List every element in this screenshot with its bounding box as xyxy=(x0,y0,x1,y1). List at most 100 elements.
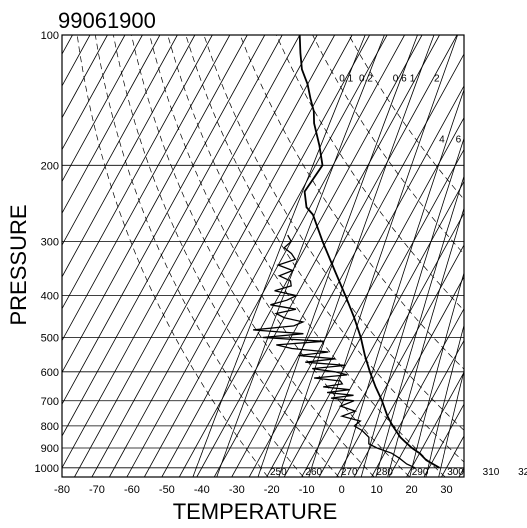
temperature-tick-label: -80 xyxy=(54,484,70,496)
isotherm-line xyxy=(301,180,464,477)
grid-layer xyxy=(62,35,527,477)
dry-adiabat-line xyxy=(113,35,340,477)
x-axis-title: TEMPERATURE xyxy=(173,499,338,524)
isotherm-line xyxy=(196,35,440,477)
isotherm-line xyxy=(74,35,318,477)
pressure-tick-label: 1000 xyxy=(35,463,59,475)
mixing-ratio-line xyxy=(360,137,464,477)
mixing-ratio-line xyxy=(340,88,464,477)
isotherm-line xyxy=(161,35,405,477)
dry-adiabat-line xyxy=(149,35,410,477)
pressure-tick-label: 600 xyxy=(41,367,59,379)
dry-adiabat-label: 250 xyxy=(270,467,287,478)
isotherm-line xyxy=(458,466,464,477)
isotherm-line xyxy=(353,276,464,477)
isotherm-line xyxy=(91,35,336,477)
pressure-tick-label: 200 xyxy=(41,160,59,172)
dry-adiabat-label: 300 xyxy=(447,467,464,478)
isotherm-line xyxy=(62,35,283,437)
mixing-ratio-label: 0.6 xyxy=(393,73,407,84)
isotherm-line xyxy=(406,371,464,477)
isotherm-line xyxy=(178,35,423,477)
dry-adiabat-label: 290 xyxy=(412,467,429,478)
isotherm-line xyxy=(62,35,143,183)
isotherm-line xyxy=(388,339,464,477)
isotherm-line xyxy=(62,35,196,278)
temperature-tick-label: 30 xyxy=(440,484,452,496)
dry-adiabat-label: 320 xyxy=(518,467,527,478)
chart-title: 99061900 xyxy=(58,8,156,33)
dry-adiabat-label: 260 xyxy=(305,467,322,478)
isotherm-line xyxy=(144,35,388,477)
mixing-ratio-line xyxy=(257,35,418,477)
pressure-tick-label: 300 xyxy=(41,237,59,249)
dry-adiabat-line xyxy=(76,35,269,477)
pressure-tick-label: 700 xyxy=(41,396,59,408)
temperature-tick-label: 10 xyxy=(370,484,382,496)
dry-adiabat-line xyxy=(131,35,375,477)
mixing-ratio-line xyxy=(425,323,464,477)
y-axis-title: PRESSURE xyxy=(6,204,31,325)
temperature-tick-label: 0 xyxy=(339,484,345,496)
isotherm-line xyxy=(476,35,527,477)
mixing-ratio-line xyxy=(387,206,464,477)
pressure-tick-label: 900 xyxy=(41,443,59,455)
pressure-tick-label: 800 xyxy=(41,421,59,433)
temperature-tick-label: 20 xyxy=(405,484,417,496)
plot-frame xyxy=(61,34,465,478)
pressure-tick-label: 100 xyxy=(41,30,59,42)
mixing-ratio-label: 4 xyxy=(439,134,445,145)
dry-adiabat-line xyxy=(94,35,304,477)
isotherm-line xyxy=(231,53,464,477)
isotherm-line xyxy=(62,35,126,151)
isotherm-line xyxy=(318,212,464,477)
dry-adiabat-line xyxy=(167,35,446,477)
dry-adiabat-line xyxy=(275,35,464,311)
mixing-ratio-label: 0.1 xyxy=(339,73,353,84)
mixing-ratio-line xyxy=(375,175,464,477)
isotherm-line xyxy=(62,35,266,406)
mixing-ratio-label: 0.2 xyxy=(359,73,373,84)
sounding-traces xyxy=(253,35,440,469)
isotherm-line xyxy=(109,35,353,477)
dewpoint-trace xyxy=(253,234,416,469)
mixing-ratio-line xyxy=(438,369,464,477)
pressure-tick-label: 500 xyxy=(41,333,59,345)
temperature-tick-label: -40 xyxy=(194,484,210,496)
isotherm-line xyxy=(62,35,213,310)
isotherm-line xyxy=(62,35,108,119)
dry-adiabat-label: 310 xyxy=(483,467,500,478)
dry-adiabat-line xyxy=(312,35,464,255)
temperature-tick-label: -30 xyxy=(229,484,245,496)
dry-adiabat-label: 280 xyxy=(376,467,393,478)
dry-adiabat-line xyxy=(239,35,464,370)
mixing-ratio-label: 1 xyxy=(410,73,416,84)
isotherm-line xyxy=(336,244,464,477)
mixing-ratio-label: 2 xyxy=(434,73,440,84)
mixing-ratio-line xyxy=(278,35,435,477)
isotherm-line xyxy=(266,116,464,477)
mixing-ratio-line xyxy=(192,35,366,477)
dry-adiabat-line xyxy=(185,35,464,463)
isotherm-line xyxy=(283,148,464,477)
isotherm-line xyxy=(62,35,231,342)
isotherm-line xyxy=(248,85,464,477)
isotherm-line xyxy=(62,35,178,246)
mixing-ratio-label: 6 xyxy=(456,134,462,145)
temperature-tick-label: -70 xyxy=(89,484,105,496)
temperature-trace xyxy=(298,35,440,469)
mixing-ratio-line xyxy=(308,35,458,477)
temperature-tick-label: -20 xyxy=(264,484,280,496)
pressure-tick-label: 400 xyxy=(41,291,59,303)
mixing-ratio-line xyxy=(216,35,385,477)
temperature-tick-label: -50 xyxy=(159,484,175,496)
temperature-tick-label: -10 xyxy=(299,484,315,496)
isotherm-line xyxy=(371,307,464,477)
isotherm-line xyxy=(62,35,161,215)
isotherm-line xyxy=(62,35,301,469)
dry-adiabat-line xyxy=(203,35,464,431)
isotherm-line xyxy=(62,35,248,374)
isotherm-line xyxy=(126,35,370,477)
